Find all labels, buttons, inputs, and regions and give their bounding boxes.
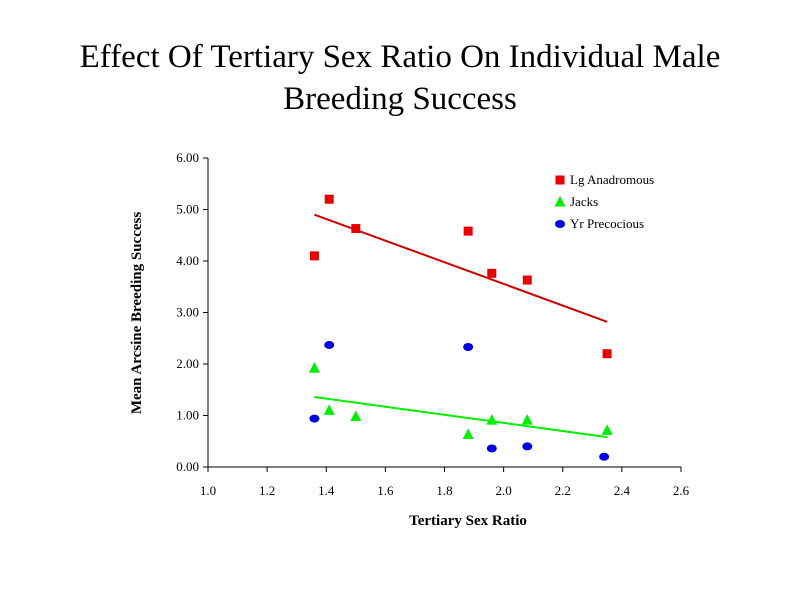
legend-marker-yr-precocious [555,220,565,228]
x-tick-label: 2.6 [673,483,690,498]
x-tick-label: 2.4 [614,483,631,498]
axes: 0.00 1.00 2.00 3.00 4.00 5.00 6.00 1.0 1.2 1.4 1.6… [176,150,689,498]
point-yr-precocious [522,442,533,451]
point-jacks [350,410,362,422]
point-lg-anadromous [463,226,473,236]
point-jacks [323,404,335,415]
trendline-lg-anadromous [314,213,608,323]
point-jacks [486,414,498,425]
point-jacks [601,424,613,435]
point-jacks [462,428,474,440]
y-tick-label: 3.00 [176,305,199,320]
legend-label: Yr Precocious [570,216,644,231]
point-yr-precocious [599,452,610,461]
x-tick-label: 1.6 [377,483,394,498]
point-lg-anadromous [487,268,497,278]
point-lg-anadromous [324,194,334,204]
legend: Lg Anadromous Jacks Yr Precocious [554,172,654,231]
legend-label: Lg Anadromous [570,172,654,187]
legend-marker-jacks [554,196,566,207]
y-tick-label: 4.00 [176,253,199,268]
y-tick-label: 2.00 [176,356,199,371]
y-tick-label: 0.00 [176,459,199,474]
point-yr-precocious [309,414,320,423]
legend-marker-lg-anadromous [555,175,565,185]
point-lg-anadromous [351,224,361,234]
y-tick-label: 1.00 [176,408,199,423]
x-tick-label: 1.2 [259,483,275,498]
x-tick-label: 2.0 [496,483,512,498]
point-jacks [308,362,320,373]
x-tick-label: 1.4 [318,483,335,498]
chart-title: Effect Of Tertiary Sex Ratio On Individu… [0,36,800,120]
trendlines [314,213,608,439]
point-yr-precocious [486,444,497,453]
y-tick-label: 6.00 [176,150,199,165]
point-yr-precocious [463,343,474,352]
x-tick-label: 2.2 [555,483,571,498]
point-yr-precocious [324,340,335,349]
y-axis-title: Mean Arcsine Breeding Success [129,212,145,415]
trendline-jacks [314,395,608,439]
legend-label: Jacks [570,194,598,209]
point-lg-anadromous [522,275,532,285]
x-axis-title: Tertiary Sex Ratio [409,513,527,529]
chart-title-line-1: Effect Of Tertiary Sex Ratio On Individu… [79,39,721,75]
point-lg-anadromous [309,251,319,261]
data-points [308,194,613,461]
point-jacks [521,414,533,425]
x-tick-label: 1.0 [200,483,216,498]
x-tick-label: 1.8 [436,483,452,498]
point-lg-anadromous [602,349,612,359]
y-tick-label: 5.00 [176,202,199,217]
chart-title-line-2: Breeding Success [283,81,517,117]
